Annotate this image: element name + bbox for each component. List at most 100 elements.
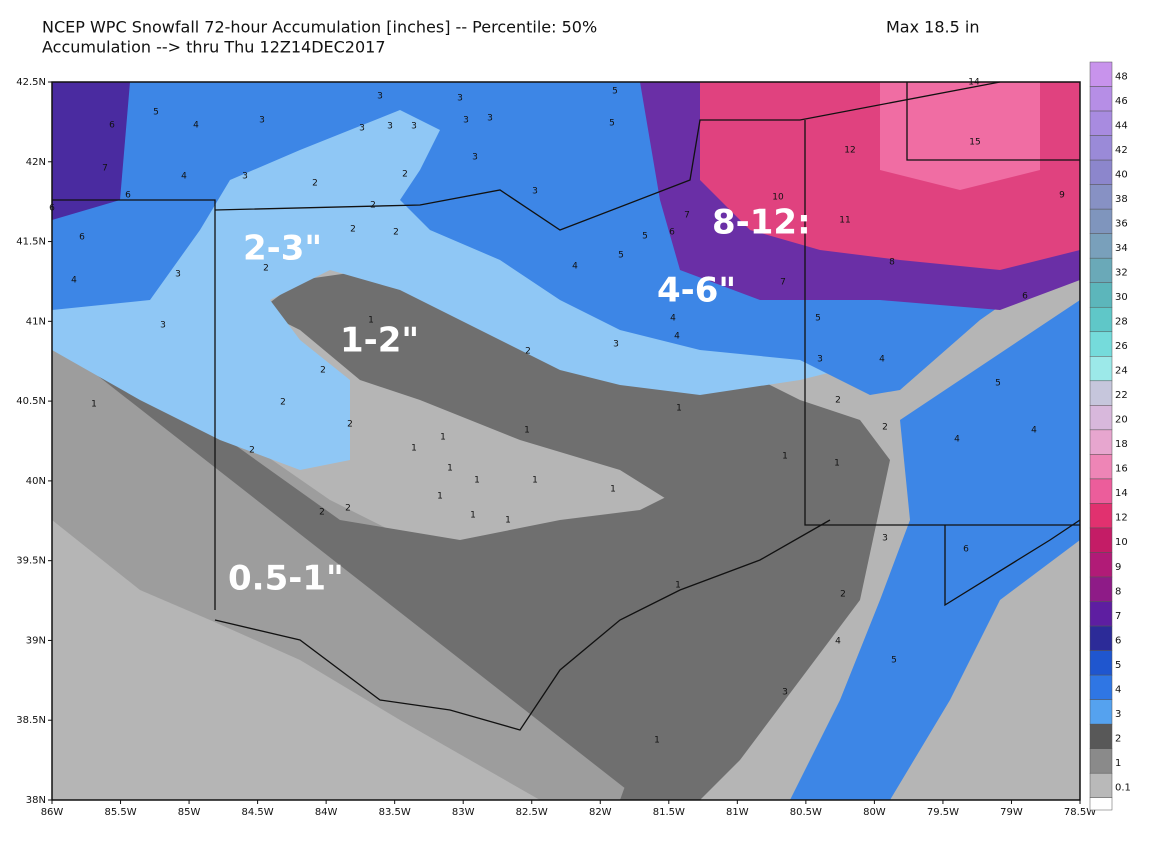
colorbar-swatch: [1089, 674, 1113, 700]
contour-label: 2: [882, 423, 888, 433]
border: [214, 519, 831, 731]
contour-label: 1: [447, 464, 453, 474]
colorbar-swatch: [1089, 380, 1113, 406]
contour-label: 5: [891, 656, 897, 666]
contour-label: 4: [572, 262, 578, 272]
colorbar-swatch: [1089, 257, 1113, 283]
colorbar-swatch: [1089, 576, 1113, 602]
contour-label: 3: [782, 688, 788, 698]
colorbar-swatch: [1089, 478, 1113, 504]
contour-label: 2: [263, 264, 269, 274]
contour-label: 7: [780, 278, 786, 288]
lat-label: 42.5N: [16, 77, 46, 88]
colorbar-swatch: [1089, 405, 1113, 431]
contour-label: 4: [879, 355, 885, 365]
contour-label: 2: [319, 508, 325, 518]
colorbar-label: 42: [1115, 145, 1128, 156]
lon-label: 79.5W: [927, 807, 959, 818]
contour-label: 8: [889, 258, 895, 268]
max-value: Max 18.5 in: [886, 18, 979, 37]
border: [944, 519, 1081, 607]
lon-label: 86W: [41, 807, 64, 818]
colorbar-swatch: [1089, 184, 1113, 210]
contour-label: 4: [1031, 426, 1037, 436]
colorbar-swatch: [1089, 772, 1113, 798]
colorbar-label: 2: [1115, 733, 1121, 744]
boundaries: [52, 81, 1081, 731]
colorbar-label: 18: [1115, 439, 1128, 450]
colorbar-label: 26: [1115, 341, 1128, 352]
contour-label: 4: [954, 435, 960, 445]
contour-label: 2: [280, 398, 286, 408]
contour-label: 3: [387, 122, 393, 132]
colorbar-swatch: [1089, 86, 1113, 112]
contour-label: 3: [487, 114, 493, 124]
lon-label: 78.5W: [1064, 807, 1096, 818]
region-annotation: 0.5-1": [228, 559, 344, 599]
colorbar-swatch: [1089, 625, 1113, 651]
region-annotation: 8-12:: [712, 203, 811, 243]
contour-label: 2: [402, 170, 408, 180]
colorbar-label: 5: [1115, 660, 1121, 671]
contour-label: 3: [242, 172, 248, 182]
contour-label: 3: [817, 355, 823, 365]
contour-label: 1: [610, 485, 616, 495]
contour-label: 4: [193, 121, 199, 131]
contour-label: 4: [674, 332, 680, 342]
contour-label: 1: [676, 404, 682, 414]
contour-label: 1: [505, 516, 511, 526]
colorbar-swatch: [1089, 110, 1113, 136]
contour-label: 4: [835, 637, 841, 647]
colorbar-swatch: [1089, 454, 1113, 480]
lon-label: 85.5W: [104, 807, 136, 818]
contour-label: 3: [359, 124, 365, 134]
colorbar-swatch: [1089, 503, 1113, 529]
contour-label: 3: [613, 340, 619, 350]
shade-dark: [52, 270, 890, 800]
colorbar-swatch: [1089, 208, 1113, 234]
contour-label: 2: [840, 590, 846, 600]
lat-label: 39N: [26, 635, 46, 646]
contour-label: 6: [1022, 292, 1028, 302]
contour-label: 6: [79, 233, 85, 243]
title: NCEP WPC Snowfall 72-hour Accumulation […: [42, 18, 597, 37]
region-annotation: 1-2": [340, 321, 419, 361]
contour-label: 3: [457, 94, 463, 104]
contour-label: 5: [815, 314, 821, 324]
colorbar-swatch: [1089, 233, 1113, 259]
colorbar-label: 10: [1115, 537, 1128, 548]
colorbar-swatch: [1089, 159, 1113, 185]
border: [52, 199, 216, 610]
colorbar-label: 22: [1115, 390, 1128, 401]
contour-label: 1: [437, 492, 443, 502]
contour-label: 15: [969, 138, 980, 148]
shade-blue-se: [790, 300, 1080, 800]
contour-label: 5: [153, 108, 159, 118]
contour-label: 1: [675, 581, 681, 591]
colorbar-label: 28: [1115, 317, 1128, 328]
contour-label: 2: [312, 179, 318, 189]
contour-label: 3: [472, 153, 478, 163]
colorbar-label: 9: [1115, 562, 1121, 573]
lon-label: 81.5W: [653, 807, 685, 818]
region-annotation: 2-3": [243, 229, 322, 269]
colorbar-swatch: [1089, 797, 1113, 811]
colorbar-label: 32: [1115, 267, 1128, 278]
lon-label: 84W: [315, 807, 338, 818]
colorbar-label: 6: [1115, 635, 1121, 646]
map-frame: [51, 81, 1081, 801]
border: [804, 120, 1080, 526]
lat-label: 40.5N: [16, 396, 46, 407]
contour-label: 2: [370, 201, 376, 211]
lon-label: 79W: [1000, 807, 1023, 818]
colorbar-swatch: [1089, 650, 1113, 676]
contour-label: 5: [995, 379, 1001, 389]
contour-label: 6: [669, 228, 675, 238]
contour-label: 4: [71, 276, 77, 286]
colorbar-label: 12: [1115, 513, 1128, 524]
contour-label: 2: [249, 446, 255, 456]
contour-label: 1: [782, 452, 788, 462]
contour-label: 5: [618, 251, 624, 261]
lon-label: 83W: [452, 807, 475, 818]
